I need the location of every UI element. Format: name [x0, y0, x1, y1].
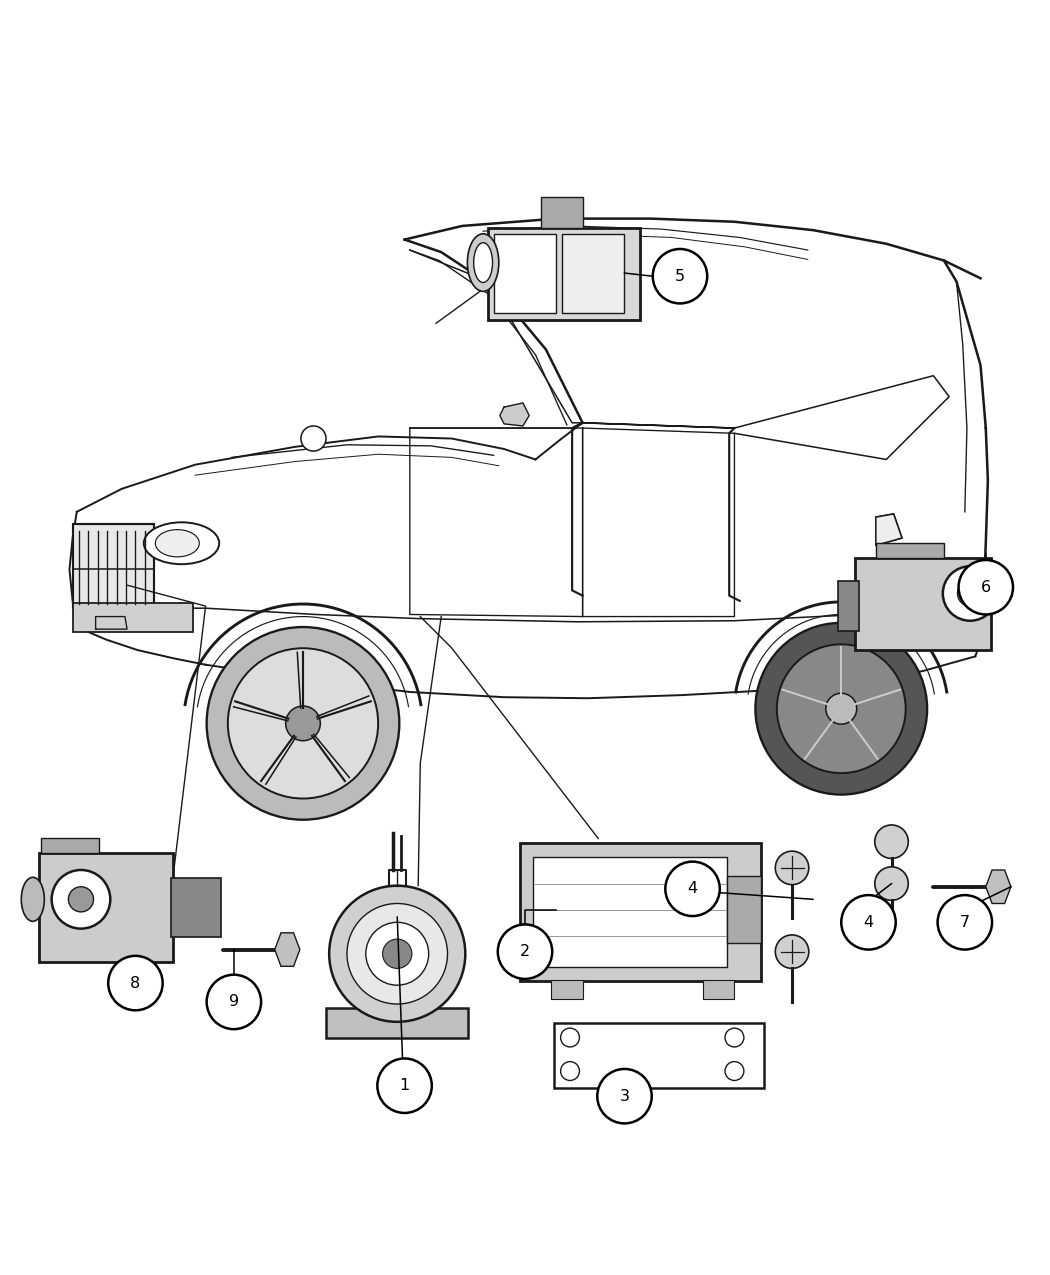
Circle shape [561, 1062, 580, 1080]
Ellipse shape [21, 877, 44, 922]
FancyBboxPatch shape [488, 228, 640, 320]
FancyBboxPatch shape [838, 581, 859, 631]
Circle shape [775, 935, 808, 969]
Circle shape [382, 940, 412, 969]
Text: 4: 4 [688, 881, 697, 896]
FancyBboxPatch shape [855, 558, 991, 650]
Circle shape [207, 974, 261, 1029]
Circle shape [653, 249, 708, 303]
FancyBboxPatch shape [554, 1023, 763, 1088]
Circle shape [958, 581, 983, 606]
FancyBboxPatch shape [562, 235, 625, 312]
Circle shape [207, 627, 399, 820]
Ellipse shape [155, 529, 200, 557]
FancyBboxPatch shape [551, 980, 583, 998]
Circle shape [597, 1068, 652, 1123]
Text: 6: 6 [981, 580, 991, 594]
Text: 8: 8 [130, 975, 141, 991]
Circle shape [108, 956, 163, 1010]
Circle shape [959, 560, 1013, 615]
Ellipse shape [467, 233, 499, 292]
Ellipse shape [474, 242, 492, 283]
Circle shape [825, 694, 857, 724]
Circle shape [365, 922, 428, 986]
Circle shape [286, 706, 320, 741]
FancyBboxPatch shape [876, 543, 944, 558]
Circle shape [498, 924, 552, 979]
Polygon shape [876, 514, 902, 546]
Polygon shape [500, 403, 529, 426]
Text: 2: 2 [520, 945, 530, 959]
FancyBboxPatch shape [541, 196, 583, 228]
FancyBboxPatch shape [494, 235, 556, 312]
FancyBboxPatch shape [533, 857, 727, 968]
Circle shape [329, 886, 465, 1021]
Text: 1: 1 [399, 1079, 410, 1093]
FancyBboxPatch shape [727, 876, 760, 944]
Circle shape [377, 1058, 432, 1113]
Text: 7: 7 [960, 915, 970, 929]
Circle shape [775, 852, 808, 885]
Text: 3: 3 [620, 1089, 630, 1104]
Circle shape [875, 867, 908, 900]
Circle shape [943, 566, 997, 621]
Circle shape [51, 870, 110, 928]
FancyBboxPatch shape [41, 838, 99, 853]
Circle shape [346, 904, 447, 1003]
FancyBboxPatch shape [704, 980, 734, 998]
FancyBboxPatch shape [72, 603, 193, 632]
Text: 5: 5 [675, 269, 685, 284]
FancyBboxPatch shape [171, 878, 222, 937]
Circle shape [938, 895, 992, 950]
Circle shape [755, 623, 927, 794]
FancyBboxPatch shape [327, 1009, 468, 1038]
Circle shape [68, 886, 93, 912]
Circle shape [724, 1062, 743, 1080]
FancyBboxPatch shape [72, 524, 154, 608]
Circle shape [301, 426, 327, 451]
Ellipse shape [144, 523, 219, 565]
Polygon shape [275, 933, 300, 966]
Circle shape [561, 1028, 580, 1047]
Circle shape [777, 644, 906, 773]
FancyBboxPatch shape [39, 853, 173, 963]
Text: 4: 4 [863, 915, 874, 929]
Circle shape [228, 648, 378, 798]
Circle shape [666, 862, 720, 915]
Circle shape [875, 825, 908, 858]
Text: 9: 9 [229, 994, 239, 1010]
Circle shape [841, 895, 896, 950]
FancyBboxPatch shape [520, 843, 760, 980]
Polygon shape [986, 870, 1011, 904]
Circle shape [724, 1028, 743, 1047]
